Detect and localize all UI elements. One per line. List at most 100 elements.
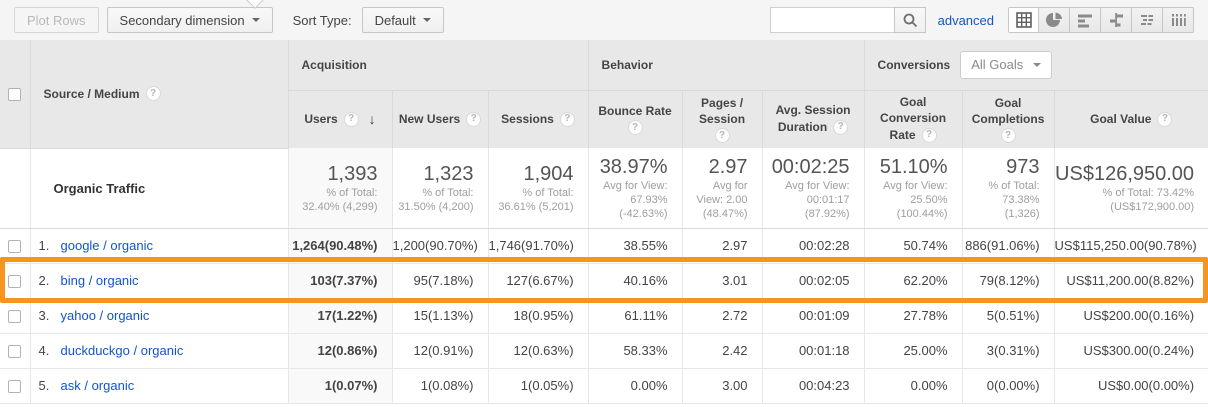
group-header-conversions: Conversions All Goals [863, 40, 1208, 91]
group-header-behavior: Behavior [587, 40, 865, 91]
help-icon[interactable]: ? [714, 127, 730, 143]
help-icon[interactable]: ? [343, 111, 359, 127]
row-number: 5. [38, 378, 50, 393]
cell-bounce-rate: 61.11% [587, 298, 683, 334]
column-header-pages-session[interactable]: Pages / Session ? [681, 90, 763, 148]
select-all-checkbox[interactable] [8, 87, 22, 101]
source-medium-link[interactable]: duckduckgo / organic [60, 343, 184, 358]
help-icon[interactable]: ? [1157, 111, 1173, 127]
sort-type-dropdown[interactable]: Default [361, 7, 444, 33]
cell-bounce-rate: 58.33% [587, 333, 683, 369]
cell-goal-value: US$0.00(0.00%) [1053, 368, 1208, 404]
summary-value: 51.10% [879, 155, 948, 178]
group-header-acquisition: Acquisition [287, 40, 589, 91]
source-medium-link[interactable]: bing / organic [60, 273, 139, 288]
column-header-goal-conversion-rate[interactable]: Goal Conversion Rate ? [863, 90, 963, 148]
cell-new-users: 1,200(90.70%) [391, 228, 488, 264]
source-medium-label: Source / Medium [43, 86, 140, 101]
goal-selector-dropdown[interactable]: All Goals [960, 50, 1053, 79]
cell-goal-completions: 0(0.00%) [961, 368, 1055, 404]
row-checkbox[interactable] [8, 275, 22, 289]
cell-goal-completions: 79(8.12%) [961, 263, 1055, 299]
secondary-dimension-dropdown[interactable]: Secondary dimension [106, 7, 273, 33]
source-medium-link[interactable]: yahoo / organic [60, 308, 150, 323]
summary-label: Organic Traffic [29, 148, 288, 229]
advanced-search-link[interactable]: advanced [937, 12, 994, 28]
pivot-view-button[interactable] [1163, 7, 1194, 33]
cell-new-users: 1(0.08%) [391, 368, 488, 404]
percentage-view-button[interactable] [1039, 7, 1070, 33]
comparison-view-button[interactable] [1101, 7, 1132, 33]
help-icon[interactable]: ? [145, 86, 161, 102]
summary-value: 1,904 [523, 162, 574, 185]
plot-rows-button[interactable]: Plot Rows [14, 7, 99, 33]
summary-subtext: View: 2.00 [696, 193, 748, 206]
cell-avg-duration: 00:02:28 [761, 228, 865, 264]
summary-value: 38.97% [599, 155, 668, 178]
cell-goal-completions: 886(91.06%) [961, 228, 1055, 264]
row-checkbox[interactable] [8, 345, 22, 359]
table-toolbar: Plot Rows Secondary dimension Sort Type:… [0, 0, 1208, 40]
column-header-users[interactable]: Users ? ↓ [287, 90, 392, 148]
source-medium-link[interactable]: ask / organic [60, 378, 135, 393]
summary-new-users: 1,323% of Total: 31.50% (4,200) [391, 148, 488, 229]
column-header-sessions[interactable]: Sessions ? [487, 90, 589, 148]
column-header-source-medium[interactable]: Source / Medium ? [29, 40, 288, 149]
summary-subtext: 73.38% [1002, 193, 1040, 206]
table-search [769, 7, 926, 33]
summary-subtext: 31.50% (4,200) [398, 200, 474, 213]
help-icon[interactable]: ? [559, 111, 575, 127]
cell-goal-conv-rate: 25.00% [863, 333, 963, 369]
cell-avg-duration: 00:04:23 [761, 368, 865, 404]
cell-goal-completions: 3(0.31%) [961, 333, 1055, 369]
cell-sessions: 18(0.95%) [487, 298, 589, 334]
chevron-down-icon [251, 18, 260, 22]
column-header-goal-value[interactable]: Goal Value ? [1053, 90, 1208, 148]
row-checkbox[interactable] [8, 240, 22, 254]
table-view-button[interactable] [1008, 7, 1039, 33]
column-header-goal-completions[interactable]: Goal Completions ? [961, 90, 1055, 148]
help-icon[interactable]: ? [1000, 127, 1016, 143]
cell-pages-session: 3.01 [681, 263, 763, 299]
help-icon[interactable]: ? [466, 111, 482, 127]
term-cloud-view-button[interactable] [1132, 7, 1163, 33]
search-button[interactable] [893, 7, 926, 33]
cell-goal-conv-rate: 0.00% [863, 368, 963, 404]
help-icon[interactable]: ? [833, 119, 849, 135]
sort-type-value: Default [374, 12, 416, 28]
summary-subtext: (1,326) [1004, 207, 1040, 220]
cell-goal-conv-rate: 27.78% [863, 298, 963, 334]
column-header-avg-session-duration[interactable]: Avg. Session Duration ? [761, 90, 865, 148]
summary-value: 00:02:25 [771, 155, 850, 178]
summary-subtext: Avg for View: [603, 179, 668, 192]
source-medium-link[interactable]: google / organic [60, 238, 154, 253]
row-checkbox-cell [0, 228, 30, 264]
help-icon[interactable]: ? [921, 127, 937, 143]
column-header-new-users[interactable]: New Users ? [391, 90, 488, 148]
cell-sessions: 1,746(91.70%) [487, 228, 589, 264]
performance-view-button[interactable] [1070, 7, 1101, 33]
summary-subtext: (-42.63%) [619, 207, 668, 220]
summary-subtext: Avg for [712, 179, 748, 192]
row-checkbox[interactable] [8, 380, 22, 394]
cell-users: 17(1.22%) [287, 298, 392, 334]
term-cloud-icon [1141, 15, 1153, 25]
cell-users: 12(0.86%) [287, 333, 392, 369]
summary-goal-completions: 973% of Total: 73.38% (1,326) [961, 148, 1055, 229]
cell-pages-session: 2.97 [681, 228, 763, 264]
column-header-bounce-rate[interactable]: Bounce Rate ? [587, 90, 683, 148]
cell-pages-session: 3.00 [681, 368, 763, 404]
summary-subtext: Avg for View: [883, 179, 948, 192]
summary-sessions: 1,904% of Total: 36.61% (5,201) [487, 148, 589, 229]
row-checkbox[interactable] [8, 310, 22, 324]
search-input[interactable] [769, 7, 894, 33]
help-icon[interactable]: ? [627, 119, 643, 135]
table-row-highlighted: 2. bing / organic 103(7.37%) 95(7.18%) 127(6… [0, 263, 1208, 299]
summary-users: 1,393% of Total: 32.40% (4,299) [287, 148, 392, 229]
summary-subtext: % of Total: [326, 186, 378, 199]
row-checkbox-cell [0, 263, 30, 299]
row-source-cell: 1. google / organic [29, 228, 288, 264]
summary-subtext: 00:01:17 [806, 193, 850, 206]
summary-subtext: 36.61% (5,201) [498, 200, 574, 213]
